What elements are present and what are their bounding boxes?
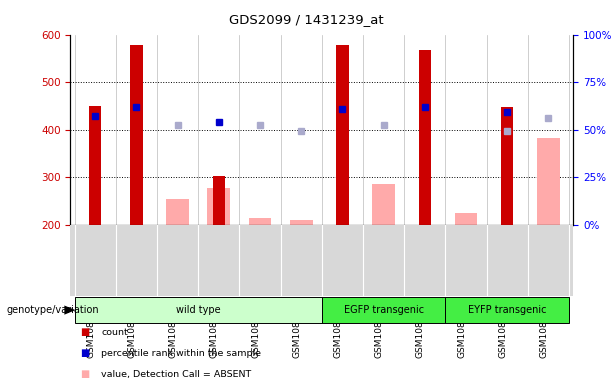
Bar xyxy=(249,217,272,225)
Bar xyxy=(372,184,395,225)
Bar xyxy=(290,220,313,225)
Polygon shape xyxy=(64,306,75,315)
Text: GDS2099 / 1431239_at: GDS2099 / 1431239_at xyxy=(229,13,384,26)
Text: ■: ■ xyxy=(80,369,89,379)
Bar xyxy=(322,297,446,323)
Text: percentile rank within the sample: percentile rank within the sample xyxy=(101,349,261,358)
Text: count: count xyxy=(101,328,128,337)
Bar xyxy=(537,138,560,225)
Bar xyxy=(446,297,569,323)
Bar xyxy=(130,45,143,225)
Bar xyxy=(207,187,230,225)
Text: ■: ■ xyxy=(80,327,89,337)
Bar xyxy=(336,45,349,225)
Bar xyxy=(89,106,101,225)
Text: EGFP transgenic: EGFP transgenic xyxy=(343,305,424,314)
Bar xyxy=(419,50,431,225)
Bar xyxy=(213,176,225,225)
Text: value, Detection Call = ABSENT: value, Detection Call = ABSENT xyxy=(101,370,251,379)
Text: ■: ■ xyxy=(80,348,89,358)
Text: genotype/variation: genotype/variation xyxy=(6,305,99,315)
Text: EYFP transgenic: EYFP transgenic xyxy=(468,305,546,314)
Bar xyxy=(455,213,478,225)
Bar xyxy=(166,199,189,225)
Bar xyxy=(75,297,322,323)
Bar xyxy=(501,107,514,225)
Text: wild type: wild type xyxy=(176,305,221,314)
